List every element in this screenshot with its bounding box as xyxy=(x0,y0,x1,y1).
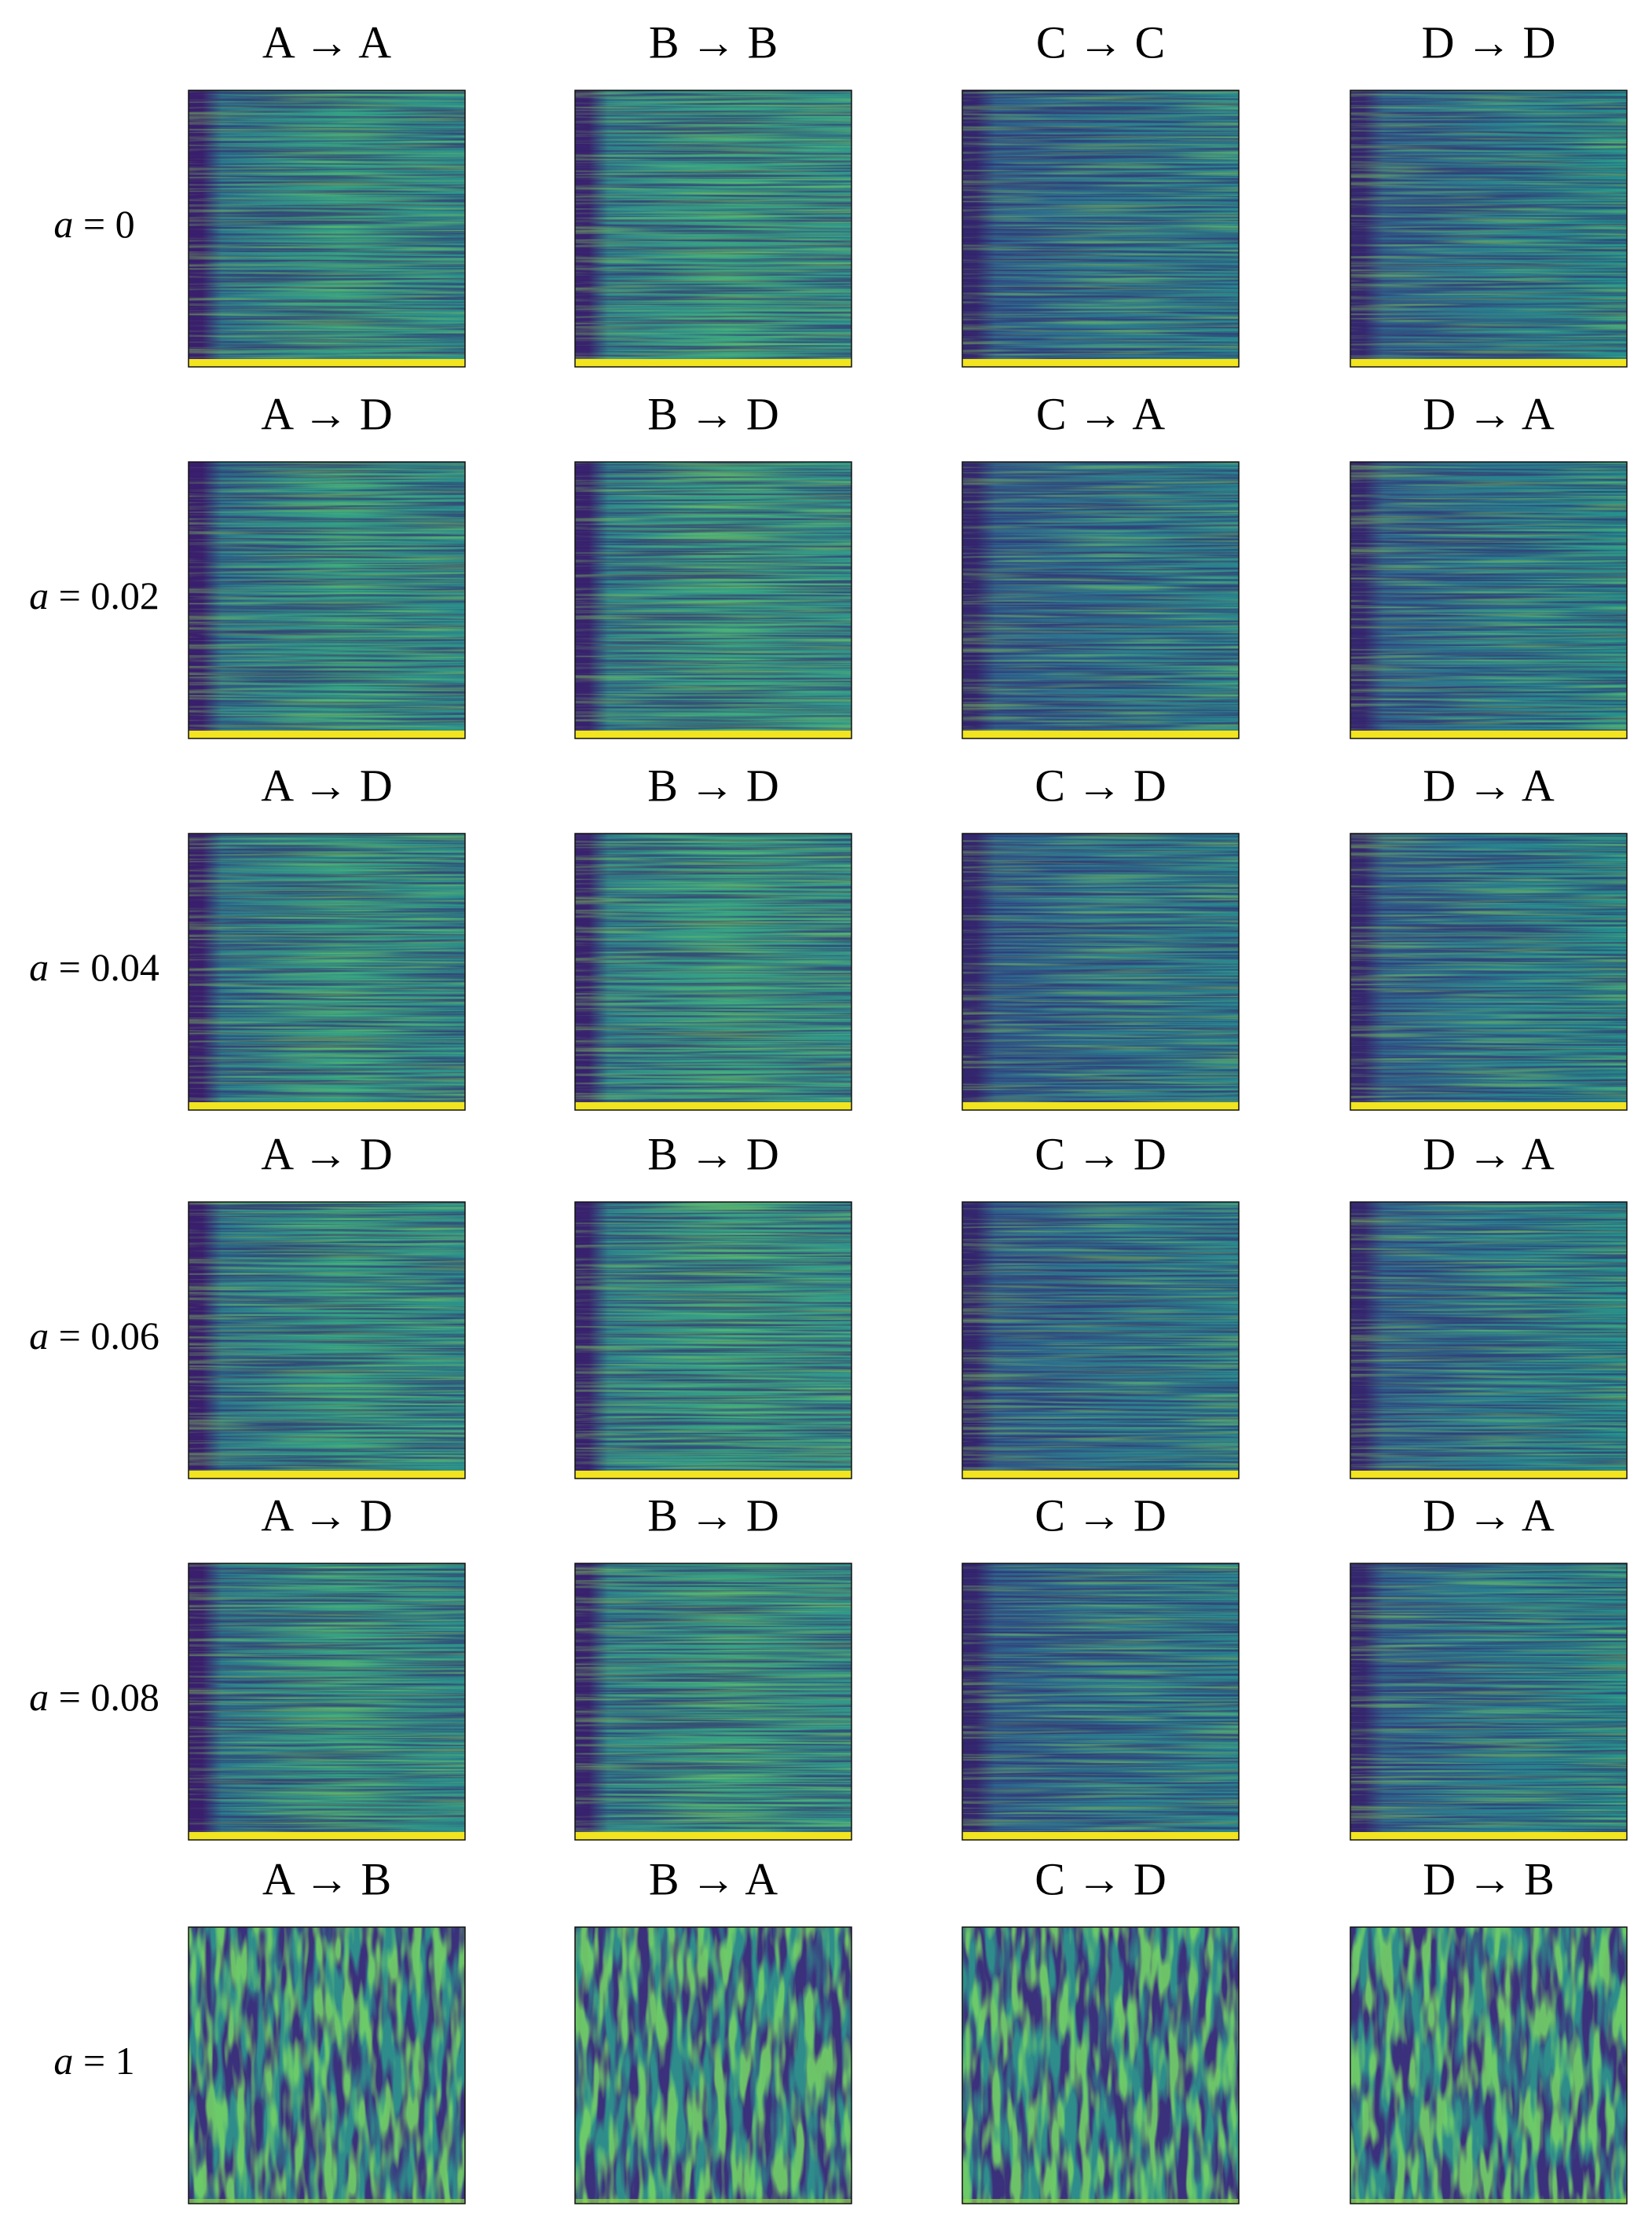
variable: a xyxy=(29,1675,49,1719)
row-label: a = 0.02 xyxy=(29,573,159,617)
panel-title: A → A xyxy=(262,16,391,68)
spectrogram xyxy=(1350,462,1627,738)
spectrogram xyxy=(962,834,1239,1110)
spectrogram xyxy=(189,462,465,738)
panel-frame xyxy=(1350,1926,1628,2204)
panel-title: A → D xyxy=(261,1128,393,1179)
variable: a xyxy=(29,573,49,617)
setting: = 0.06 xyxy=(59,1314,159,1358)
panel-title: D → A xyxy=(1423,1490,1555,1541)
row-label: a = 0 xyxy=(53,202,134,246)
spectrogram xyxy=(575,90,852,367)
panel-frame xyxy=(574,833,852,1111)
panel-frame xyxy=(962,1201,1240,1479)
setting: = 0.08 xyxy=(59,1675,159,1719)
row-label: a = 1 xyxy=(53,2039,134,2083)
panel-frame xyxy=(1350,90,1628,368)
panel-title: C → C xyxy=(1036,16,1165,68)
spectrogram xyxy=(575,1927,852,2204)
setting: = 0.02 xyxy=(59,573,159,617)
spectrogram xyxy=(1350,1563,1627,1840)
setting: = 0 xyxy=(83,202,135,246)
panel-title: A → D xyxy=(261,1490,393,1541)
spectrogram xyxy=(962,1202,1239,1479)
panel-frame xyxy=(1350,1201,1628,1479)
spectrogram xyxy=(962,1927,1239,2204)
panel-frame xyxy=(188,90,466,368)
spectrogram xyxy=(575,462,852,738)
panel-title: D → A xyxy=(1423,388,1555,439)
panel-frame xyxy=(1350,461,1628,739)
panel-title: B → A xyxy=(649,1853,778,1904)
panel-title: A → D xyxy=(261,388,393,439)
row-label: a = 0.04 xyxy=(29,945,159,989)
panel-frame xyxy=(188,461,466,739)
spectrogram xyxy=(189,1202,465,1479)
panel-title: C → D xyxy=(1035,1128,1167,1179)
panel-title: B → D xyxy=(647,760,779,811)
spectrogram xyxy=(575,834,852,1110)
spectrogram xyxy=(1350,1202,1627,1479)
panel-title: D → A xyxy=(1423,1128,1555,1179)
panel-title: C → D xyxy=(1035,1490,1167,1541)
panel-title: D → B xyxy=(1423,1853,1555,1904)
panel-frame xyxy=(574,1926,852,2204)
spectrogram xyxy=(1350,90,1627,367)
panel-title: B → D xyxy=(647,388,779,439)
variable: a xyxy=(29,1314,49,1358)
spectrogram xyxy=(962,1563,1239,1840)
panel-title: A → B xyxy=(262,1853,391,1904)
spectrogram xyxy=(189,1563,465,1840)
panel-frame xyxy=(188,1201,466,1479)
panel-title: A → D xyxy=(261,760,393,811)
setting: = 0.04 xyxy=(59,945,159,989)
panel-frame xyxy=(574,461,852,739)
spectrogram xyxy=(1350,834,1627,1110)
spectrogram xyxy=(962,462,1239,738)
spectrogram xyxy=(1350,1927,1627,2204)
spectrogram xyxy=(189,90,465,367)
panel-frame xyxy=(962,1563,1240,1841)
spectrogram xyxy=(189,834,465,1110)
panel-title: C → D xyxy=(1035,760,1167,811)
row-label: a = 0.08 xyxy=(29,1675,159,1719)
row-label: a = 0.06 xyxy=(29,1314,159,1358)
panel-title: C → D xyxy=(1035,1853,1167,1904)
panel-frame xyxy=(1350,1563,1628,1841)
spectrogram xyxy=(575,1202,852,1479)
panel-frame xyxy=(188,1563,466,1841)
spectrogram xyxy=(575,1563,852,1840)
panel-frame xyxy=(574,1201,852,1479)
panel-frame xyxy=(962,1926,1240,2204)
panel-frame xyxy=(574,90,852,368)
panel-frame xyxy=(188,1926,466,2204)
panel-title: B → D xyxy=(647,1128,779,1179)
setting: = 1 xyxy=(83,2039,135,2083)
panel-frame xyxy=(188,833,466,1111)
variable: a xyxy=(53,2039,73,2083)
panel-frame xyxy=(962,833,1240,1111)
panel-title: D → D xyxy=(1422,16,1556,68)
panel-title: B → B xyxy=(649,16,778,68)
panel-title: C → A xyxy=(1036,388,1165,439)
panel-title: D → A xyxy=(1423,760,1555,811)
panel-frame xyxy=(962,90,1240,368)
variable: a xyxy=(29,945,49,989)
panel-frame xyxy=(962,461,1240,739)
spectrogram xyxy=(962,90,1239,367)
panel-frame xyxy=(1350,833,1628,1111)
panel-frame xyxy=(574,1563,852,1841)
panel-title: B → D xyxy=(647,1490,779,1541)
spectrogram xyxy=(189,1927,465,2204)
variable: a xyxy=(53,202,73,246)
